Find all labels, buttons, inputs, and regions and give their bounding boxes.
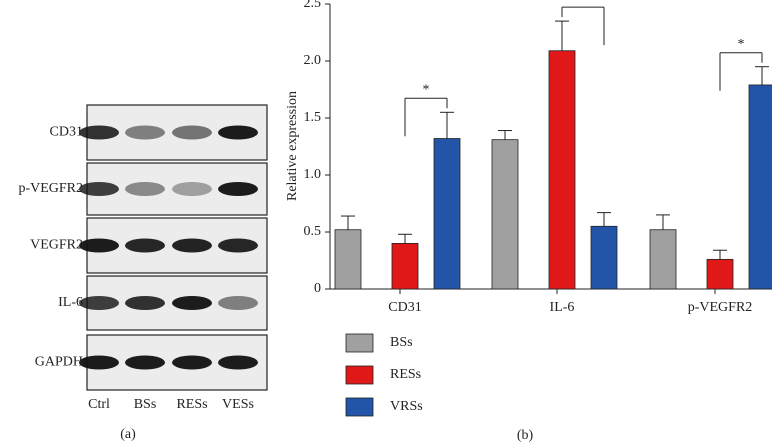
bar bbox=[391, 242, 419, 290]
row-label: VEGFR2 bbox=[30, 238, 83, 253]
y-tick-label: 2.0 bbox=[304, 53, 322, 68]
y-tick-label: 1.5 bbox=[304, 110, 322, 125]
blot-band bbox=[218, 238, 258, 253]
bar bbox=[649, 229, 677, 290]
row-label: CD31 bbox=[50, 125, 83, 140]
bar bbox=[748, 84, 772, 290]
lane-label: BSs bbox=[134, 397, 157, 412]
blot-band bbox=[218, 296, 258, 310]
row-label: IL-6 bbox=[58, 295, 83, 310]
panel-label: (a) bbox=[120, 427, 136, 442]
y-tick-label: 2.5 bbox=[304, 0, 322, 11]
bar bbox=[433, 138, 461, 290]
blot-band bbox=[172, 355, 212, 370]
legend-label: RESs bbox=[390, 367, 421, 382]
blot-band bbox=[172, 238, 212, 253]
legend-label: BSs bbox=[390, 335, 413, 350]
blot-band bbox=[125, 238, 165, 253]
blot-band bbox=[172, 125, 212, 140]
bar bbox=[548, 50, 576, 290]
bar bbox=[491, 139, 519, 290]
legend-swatch bbox=[345, 397, 374, 417]
blot-band bbox=[172, 296, 212, 310]
y-tick-label: 1.0 bbox=[304, 167, 322, 182]
blot-band bbox=[218, 355, 258, 370]
significance-label: * bbox=[738, 37, 745, 52]
bar bbox=[334, 229, 362, 290]
bar bbox=[590, 225, 618, 290]
y-axis-label: Relative expression bbox=[285, 91, 300, 201]
blot-band bbox=[125, 182, 165, 196]
row-label: p-VEGFR2 bbox=[18, 181, 83, 196]
blot-band bbox=[218, 182, 258, 196]
blot-band bbox=[79, 182, 119, 196]
legend-label: VRSs bbox=[390, 399, 423, 414]
significance-label: * bbox=[423, 83, 430, 98]
blot-band bbox=[125, 296, 165, 310]
legend-swatch bbox=[345, 333, 374, 353]
blot-band bbox=[125, 125, 165, 140]
x-tick-label: IL-6 bbox=[550, 300, 575, 315]
y-tick-label: 0.5 bbox=[304, 224, 322, 239]
blot-band bbox=[79, 125, 119, 140]
significance-label: * bbox=[580, 0, 587, 6]
blot-band bbox=[79, 355, 119, 370]
x-tick-label: CD31 bbox=[388, 300, 421, 315]
lane-label: VESs bbox=[222, 397, 254, 412]
legend-swatch bbox=[345, 365, 374, 385]
lane-label: RESs bbox=[176, 397, 207, 412]
blot-band bbox=[172, 182, 212, 196]
y-tick-label: 0 bbox=[314, 281, 321, 296]
blot-band bbox=[79, 238, 119, 253]
blot-band bbox=[218, 125, 258, 140]
panel-label: (b) bbox=[517, 428, 534, 443]
blot-band bbox=[125, 355, 165, 370]
lane-label: Ctrl bbox=[88, 397, 110, 412]
x-tick-label: p-VEGFR2 bbox=[688, 300, 753, 315]
blot-band bbox=[79, 296, 119, 310]
row-label: GAPDH bbox=[35, 355, 83, 370]
bar bbox=[706, 258, 734, 290]
